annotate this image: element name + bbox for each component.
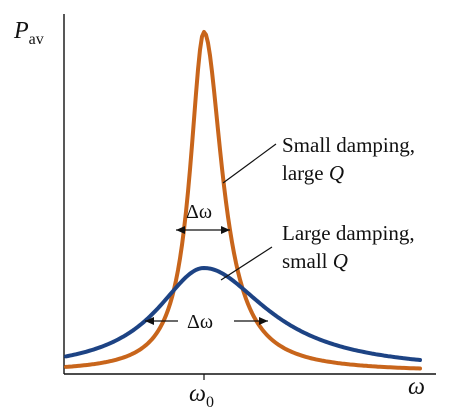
narrow-width-arrowhead-right [221,226,230,234]
large-damping-curve [64,266,422,362]
wide-width-arrowhead-left [145,317,154,325]
wide-width-arrowhead-right [259,317,268,325]
narrow-width-label: Δω [186,201,212,223]
large-damping-label-line1: Large damping, [282,221,415,245]
large-damping-label-line2: small Q [282,249,348,273]
x-axis-label: ω [408,374,425,400]
small-damping-label-line1: Small damping, [282,133,415,157]
small-damping-leader [222,143,277,184]
small-damping-curve [64,30,422,371]
small-damping-label-line2: large Q [282,161,344,185]
large-damping-leader [220,246,273,281]
y-axis-label: Pav [13,18,44,48]
wide-width-label: Δω [187,311,213,333]
omega0-tick-label: ω0 [189,381,214,411]
narrow-width-arrowhead-left [176,226,185,234]
